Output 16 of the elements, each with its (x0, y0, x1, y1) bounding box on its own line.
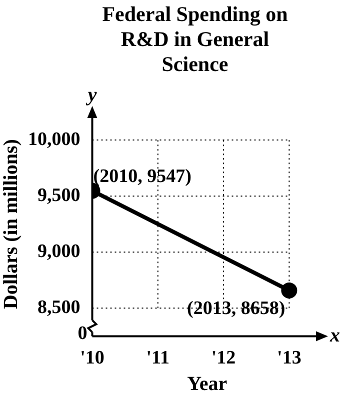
y-tick-label: 9,000 (38, 241, 80, 262)
x-tick-label: '12 (211, 348, 236, 369)
text: 0 (78, 323, 88, 344)
text: y (86, 84, 97, 106)
text: x (329, 324, 340, 346)
x-tick-label: '10 (80, 348, 104, 369)
x-axis-title: Year (187, 373, 228, 396)
x-tick-label: '13 (277, 348, 302, 369)
annotation: (2013, 8658) (187, 298, 286, 319)
y-tick-label: 9,500 (38, 184, 80, 206)
x-tick-label: '11 (146, 348, 170, 369)
chart-title: Federal Spending on R&D in General Science (101, 2, 289, 77)
y-axis-title: Dollars (in millions) (0, 139, 22, 310)
y-tick-label: 8,500 (38, 297, 80, 318)
y-tick-label: 10,000 (28, 128, 80, 150)
annotation: (2010, 9547) (93, 166, 192, 188)
